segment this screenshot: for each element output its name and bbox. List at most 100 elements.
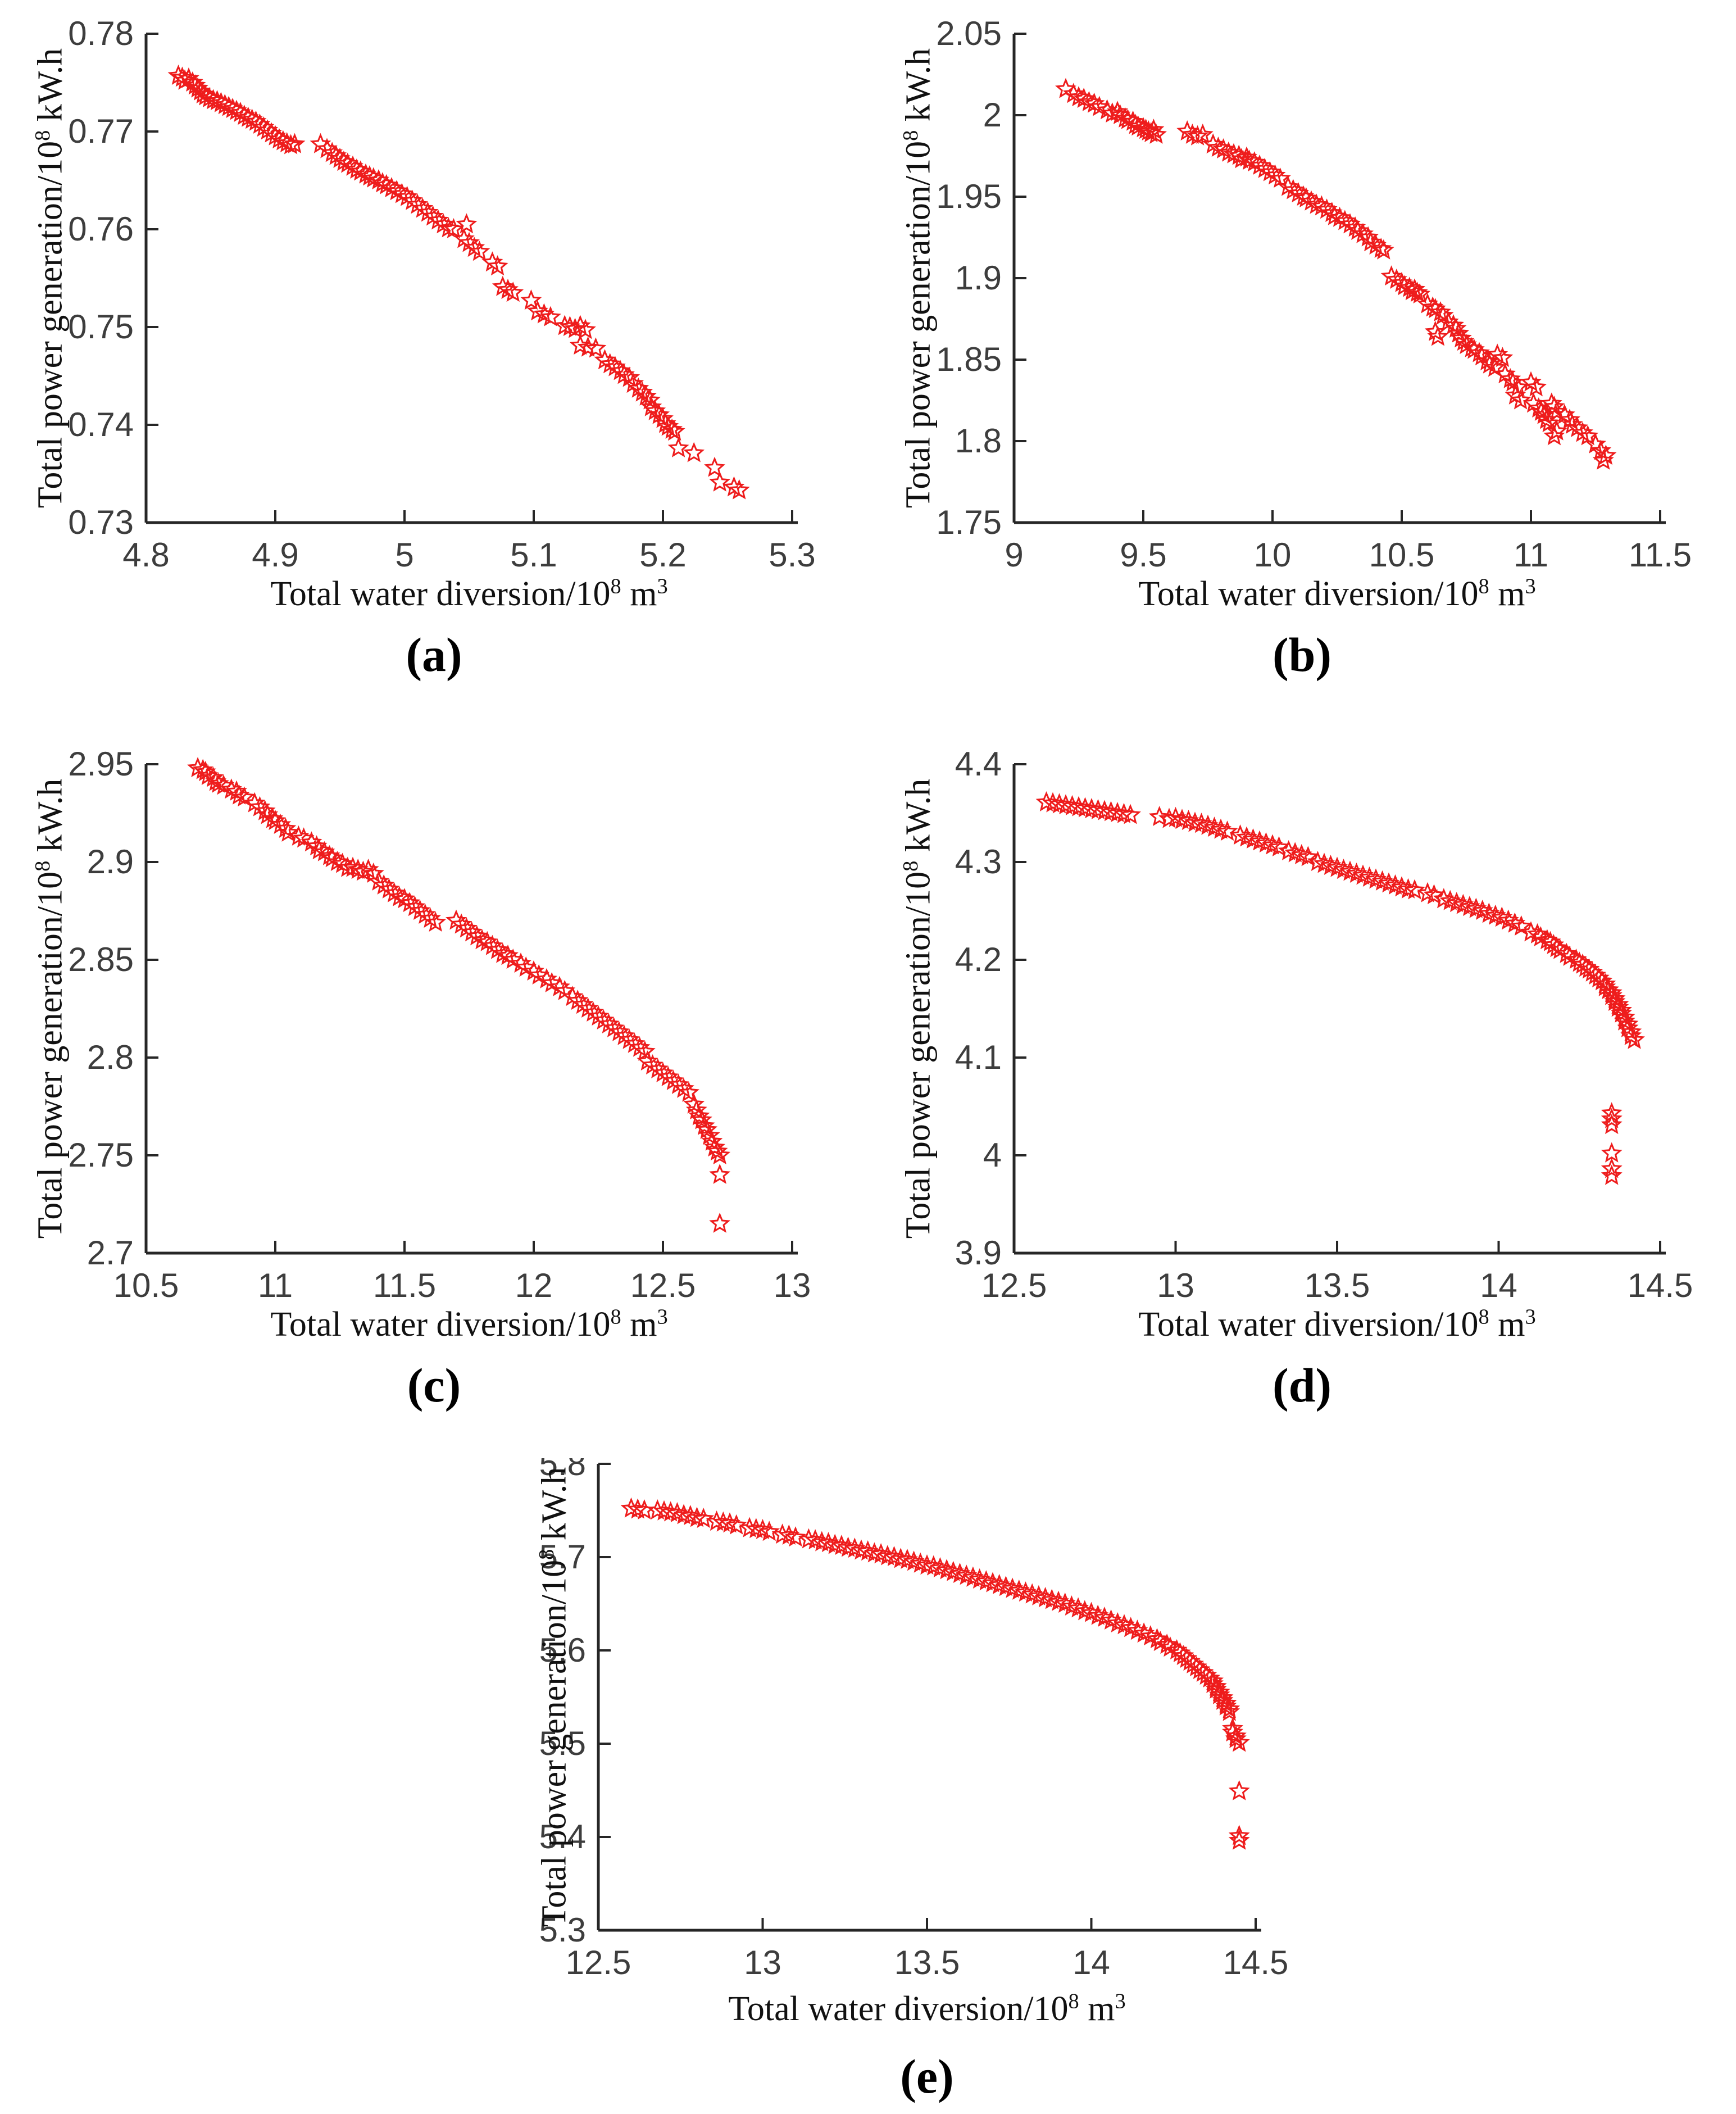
y-tick-label: 1.75 (936, 503, 1002, 541)
y-tick-label: 4.3 (955, 843, 1002, 881)
subplot-caption-a: (a) (406, 628, 462, 682)
y-axis-label: Total power generation/108 kW.h (535, 1467, 575, 1927)
y-tick-label: 5.3 (539, 1911, 586, 1949)
y-tick-label: 0.77 (68, 112, 134, 150)
x-tick-label: 5.1 (510, 536, 557, 574)
x-tick-label: 13 (1157, 1267, 1194, 1304)
y-tick-label: 2 (983, 96, 1002, 134)
scatter-plot-svg-c: 10.5 11 11.5 12 12.5 13 2.7 2.75 2.8 2.85 2.9 2.95 (68, 745, 811, 1304)
x-tick-label: 14 (1480, 1267, 1517, 1304)
x-tick-label: 11 (258, 1267, 293, 1304)
y-label-text: Total power generation/10 (535, 1559, 574, 1927)
x-tick-label: 10 (1254, 536, 1292, 574)
x-tick-label: 11 (1514, 536, 1548, 574)
y-axis-label: Total power generation/108 kW.h (899, 779, 939, 1239)
pareto-front-points (187, 757, 731, 1233)
x-tick-label: 10.5 (113, 1267, 179, 1304)
x-tick-label: 13.5 (894, 1944, 960, 1981)
scatter-plot-svg-a: 4.8 4.9 5 5.1 5.2 5.3 0.73 0.74 0.75 0.76 0.77 0.78 (68, 15, 815, 574)
y-tick-label: 2.7 (87, 1234, 134, 1272)
scatter-plot-svg-d: 12.5 13 13.5 14 14.5 3.9 4 4.1 4.2 4.3 4.4 (955, 745, 1693, 1304)
x-label-unit-superscript: 3 (657, 1305, 668, 1329)
x-tick-label: 13.5 (1305, 1267, 1370, 1304)
y-tick-label: 4.2 (955, 941, 1002, 978)
y-tick-label: 4.4 (955, 745, 1002, 783)
x-label-superscript: 8 (1478, 1305, 1489, 1329)
y-tick-label: 2.95 (68, 745, 134, 783)
y-label-unit: kW.h (899, 48, 938, 130)
x-label-unit: m (621, 575, 657, 613)
x-label-unit: m (1489, 575, 1525, 613)
y-tick-label: 4.1 (955, 1038, 1002, 1076)
scatter-plot-svg-b: 9 9.5 10 10.5 11 11.5 1.75 1.8 1.85 1.9 1.95 2 2.05 (936, 15, 1692, 574)
pareto-front-points (1035, 791, 1645, 1185)
subplot-b: 9 9.5 10 10.5 11 11.5 1.75 1.8 1.85 1.9 1.95 2 2.05 … (868, 0, 1736, 731)
y-tick-label: 4 (983, 1136, 1002, 1174)
x-axis-label: Total water diversion/108 m3 (1014, 1305, 1660, 1345)
y-tick-label: 1.9 (955, 259, 1002, 297)
x-tick-label: 9.5 (1120, 536, 1166, 574)
subplot-caption-b: (b) (1272, 628, 1332, 682)
x-label-superscript: 8 (1478, 574, 1489, 598)
y-tick-label: 2.9 (87, 843, 134, 881)
x-tick-label: 12 (515, 1267, 553, 1304)
y-label-superscript: 8 (534, 1549, 558, 1560)
y-tick-label: 5.7 (539, 1538, 586, 1576)
y-label-text: Total power generation/10 (899, 140, 938, 509)
x-axis-label: Total water diversion/108 m3 (146, 1305, 792, 1345)
y-label-unit: kW.h (31, 48, 70, 130)
y-label-unit: kW.h (899, 778, 938, 861)
x-axis-label: Total water diversion/108 m3 (146, 574, 792, 614)
x-tick-label: 12.5 (630, 1267, 696, 1304)
pareto-front-points (620, 1497, 1250, 1850)
x-label-unit: m (1079, 1990, 1115, 2028)
y-label-superscript: 8 (30, 860, 54, 872)
y-tick-label: 1.95 (936, 178, 1002, 215)
y-tick-label: 2.75 (68, 1136, 134, 1174)
x-tick-label: 14.5 (1628, 1267, 1693, 1304)
x-tick-label: 12.5 (981, 1267, 1047, 1304)
y-tick-label: 5.6 (539, 1631, 586, 1669)
x-label-unit-superscript: 3 (1525, 574, 1536, 598)
y-tick-label: 1.85 (936, 341, 1002, 378)
x-label-unit: m (1489, 1305, 1525, 1344)
y-label-superscript: 8 (30, 130, 54, 141)
pareto-front-points (1055, 78, 1617, 470)
x-label-unit: m (621, 1305, 657, 1344)
y-tick-label: 0.75 (68, 308, 134, 346)
subplot-caption-c: (c) (407, 1358, 461, 1412)
subplot-c: 10.5 11 11.5 12 12.5 13 2.7 2.75 2.8 2.85 2.9 2.95 … (0, 731, 868, 1461)
x-tick-label: 4.9 (252, 536, 298, 574)
y-tick-label: 1.8 (955, 422, 1002, 460)
x-tick-label: 13 (774, 1267, 811, 1304)
y-label-text: Total power generation/10 (31, 140, 70, 509)
y-label-unit: kW.h (535, 1467, 574, 1549)
y-label-superscript: 8 (898, 130, 922, 141)
y-tick-label: 2.85 (68, 941, 134, 978)
y-axis-label: Total power generation/108 kW.h (899, 48, 939, 508)
y-axis-label: Total power generation/108 kW.h (31, 779, 71, 1239)
y-tick-label: 5.8 (539, 1458, 586, 1482)
x-label-text: Total water diversion/10 (1138, 575, 1479, 613)
x-label-text: Total water diversion/10 (728, 1990, 1069, 2028)
y-tick-label: 5.4 (539, 1818, 586, 1856)
x-tick-label: 14.5 (1223, 1944, 1289, 1981)
x-tick-label: 14 (1072, 1944, 1110, 1981)
y-tick-label: 3.9 (955, 1234, 1002, 1272)
x-tick-label: 11.5 (373, 1267, 436, 1304)
subplot-caption-d: (d) (1272, 1358, 1332, 1412)
x-tick-label: 11.5 (1629, 536, 1692, 574)
x-tick-label: 9 (1005, 536, 1023, 574)
x-axis-label: Total water diversion/108 m3 (598, 1989, 1256, 2029)
subplot-d: 12.5 13 13.5 14 14.5 3.9 4 4.1 4.2 4.3 4.4 Total p… (868, 731, 1736, 1461)
y-label-text: Total power generation/10 (899, 871, 938, 1239)
y-axis-label: Total power generation/108 kW.h (31, 48, 71, 508)
y-tick-label: 2.8 (87, 1038, 134, 1076)
y-tick-label: 0.73 (68, 503, 134, 541)
y-label-unit: kW.h (31, 778, 70, 861)
y-tick-label: 0.76 (68, 210, 134, 248)
y-tick-label: 2.05 (936, 15, 1002, 52)
x-label-superscript: 8 (610, 1305, 621, 1329)
x-label-text: Total water diversion/10 (1138, 1305, 1479, 1344)
